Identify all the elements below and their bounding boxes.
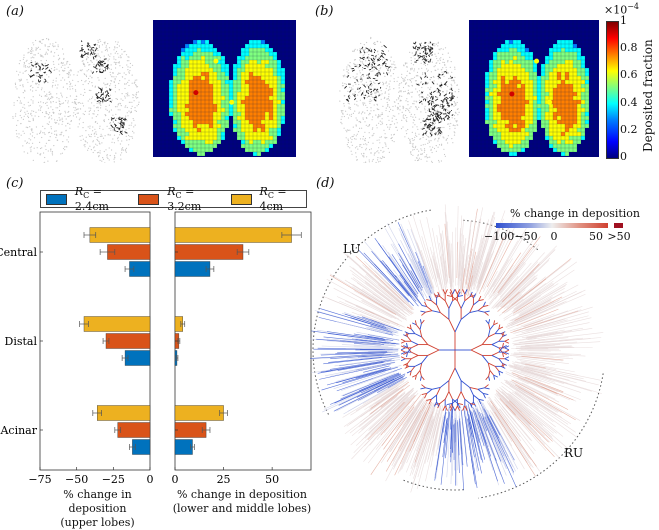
bar-right-acinar-0 (175, 440, 192, 455)
bar-left-distal-1 (106, 334, 150, 349)
bar-left-acinar-2 (97, 406, 150, 421)
category-label: Distal (5, 335, 38, 348)
category-label: Central (0, 246, 37, 259)
x-tick-label: −75 (28, 473, 51, 486)
xlabel-left: % change in deposition (upper lobes) (40, 488, 155, 530)
lobe-label-lu: LU (343, 242, 360, 256)
bar-left-distal-2 (84, 317, 150, 332)
xlabel-right: % change in deposition (lower and middle… (172, 488, 312, 516)
x-tick-label: 25 (217, 473, 231, 486)
x-tick-label: 50 (265, 473, 279, 486)
bar-right-central-2 (175, 228, 292, 243)
bar-left-central-2 (90, 228, 150, 243)
bar-right-central-1 (175, 245, 243, 260)
panel-d-colorbar (496, 223, 608, 228)
panel-d-tick-label: −50 (513, 230, 539, 243)
bar-right-acinar-2 (175, 406, 224, 421)
panel-d-tick-label: −100 (484, 230, 510, 243)
panel-d-tick-label: 0 (541, 230, 567, 243)
xlabel-right-line1: % change in deposition (172, 488, 312, 502)
panel-d-colorbar-over (614, 223, 623, 228)
bar-left-acinar-1 (118, 423, 150, 438)
panel-d-tick-label: >50 (606, 230, 632, 243)
x-tick-label: 0 (172, 473, 179, 486)
x-tick-label: 0 (147, 473, 154, 486)
bar-right-central-0 (175, 262, 210, 277)
bar-right-acinar-1 (175, 423, 206, 438)
lobe-label-ru: RU (564, 446, 583, 460)
category-label: Acinar (0, 424, 38, 437)
xlabel-left-line1: % change in deposition (40, 488, 155, 516)
xlabel-right-line2: (lower and middle lobes) (172, 502, 312, 516)
xlabel-left-line2: (upper lobes) (40, 516, 155, 530)
lobe-arc-bottom (403, 480, 463, 490)
bar-left-distal-0 (125, 351, 150, 366)
tree-branches (401, 289, 509, 410)
x-tick-label: −50 (65, 473, 88, 486)
x-tick-label: −25 (102, 473, 125, 486)
